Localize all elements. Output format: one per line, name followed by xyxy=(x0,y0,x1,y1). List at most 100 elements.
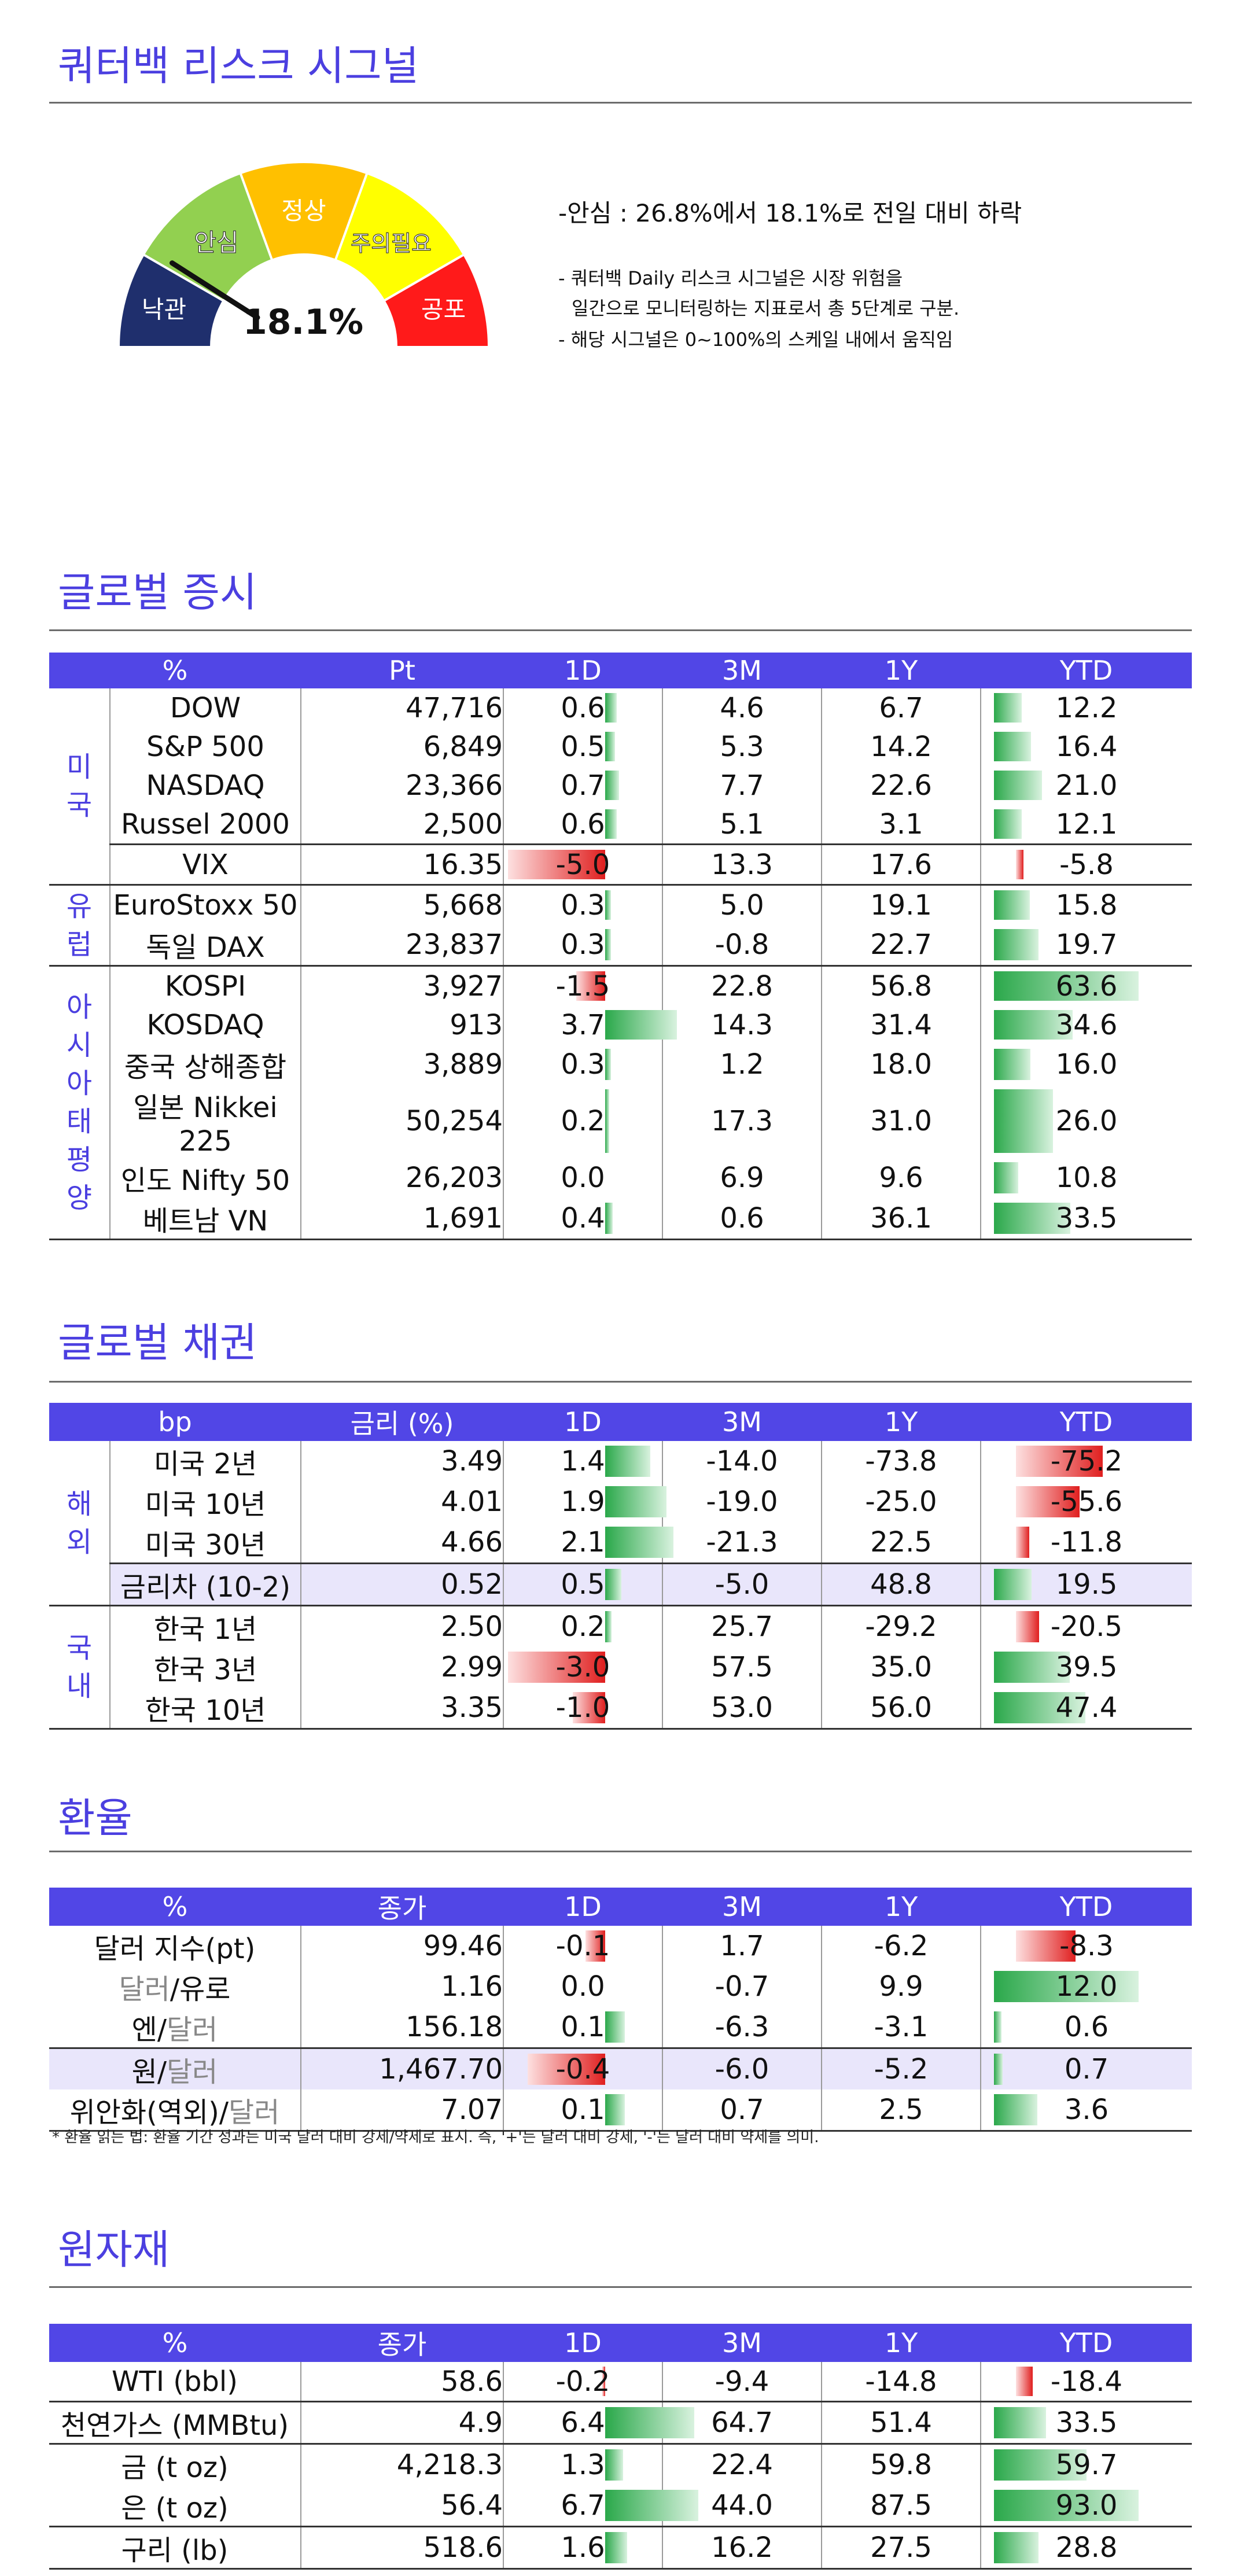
value-cell: 22.5 xyxy=(822,1522,981,1564)
table-row: 해 외 미국 2년 3.49 1.4 -14.0 -73.8 -75.2 xyxy=(49,1441,1192,1606)
table-row: 달러/유로 1.16 0.0 -0.7 9.9 12.0 xyxy=(49,1966,1192,2007)
commodities-title-rule xyxy=(49,2286,1192,2288)
value-cell: 2.99 xyxy=(301,1647,504,1687)
row-name: KOSPI xyxy=(110,965,301,1005)
value-cell: 35.0 xyxy=(822,1647,981,1687)
row-name: 인도 Nifty 50 xyxy=(110,1158,301,1198)
value-cell: -6.0 xyxy=(662,2047,822,2089)
ytd-cell: -75.2 xyxy=(981,1441,1192,1482)
value-cell: 87.5 xyxy=(822,2485,981,2527)
gauge-label: 주의필요 xyxy=(351,231,432,256)
table-row: 구리 (lb) 518.6 1.6 16.2 27.5 28.8 xyxy=(49,2526,1192,2570)
table-row: S&P 500 6,849 0.5 5.3 14.2 16.4 xyxy=(49,727,1192,766)
value-cell: 13.3 xyxy=(662,843,822,885)
value-cell: -29.2 xyxy=(822,1605,981,1647)
risk-summary: -안심 : 26.8%에서 18.1%로 전일 대비 하락 xyxy=(558,199,1022,227)
value-cell: 59.8 xyxy=(822,2443,981,2485)
positive-bar xyxy=(605,732,615,761)
row-name: KOSDAQ xyxy=(110,1005,301,1044)
value-cell: -14.8 xyxy=(822,2362,981,2402)
negative-bar xyxy=(527,2054,605,2085)
column-header: % xyxy=(49,2324,301,2362)
table-row: Russel 2000 2,500 0.6 5.1 3.1 12.1 xyxy=(49,805,1192,845)
value-cell: 9.9 xyxy=(822,1966,981,2007)
positive-bar xyxy=(605,771,619,800)
positive-bar xyxy=(994,2054,1003,2085)
value-cell: 25.7 xyxy=(662,1605,822,1647)
bar-cell: 2.1 xyxy=(503,1522,673,1564)
value-cell: 50,254 xyxy=(301,1085,504,1158)
column-header: YTD xyxy=(981,653,1192,688)
bar-cell: 0.2 xyxy=(503,1605,663,1647)
bar-cell: -5.0 xyxy=(503,843,663,885)
value-cell: 4,218.3 xyxy=(301,2443,504,2485)
ytd-cell: -55.6 xyxy=(981,1482,1192,1522)
positive-bar xyxy=(605,1569,621,1600)
value-cell: 17.3 xyxy=(662,1085,822,1158)
value-cell: 518.6 xyxy=(301,2526,504,2570)
bonds-title: 글로벌 채권 xyxy=(58,1319,257,1366)
value-cell: 56.8 xyxy=(822,965,981,1005)
value-cell: -73.8 xyxy=(822,1441,981,1482)
value-cell: 3.49 xyxy=(301,1441,504,1482)
bar-cell: 0.3 xyxy=(503,924,663,966)
column-header: 3M xyxy=(662,2324,822,2362)
row-name: S&P 500 xyxy=(110,727,301,766)
table-row: 국 내 한국 1년 2.50 0.2 25.7 -29.2 -20.5 xyxy=(49,1605,1192,1730)
column-header: YTD xyxy=(981,2324,1192,2362)
positive-bar xyxy=(605,1049,612,1080)
table-row: 엔/달러 156.18 0.1 -6.3 -3.1 0.6 xyxy=(49,2007,1192,2048)
value-cell: -21.3 xyxy=(662,1522,822,1564)
negative-bar xyxy=(1015,1527,1030,1558)
value-cell: 4.9 xyxy=(301,2401,504,2444)
value-cell: 23,366 xyxy=(301,766,504,805)
value-cell: 57.5 xyxy=(662,1647,822,1687)
table-row: 일본 Nikkei 225 50,254 0.2 17.3 31.0 26.0 xyxy=(49,1085,1192,1158)
negative-bar xyxy=(573,1692,605,1723)
negative-bar xyxy=(1015,1486,1080,1517)
value-cell: 22.7 xyxy=(822,924,981,966)
commodities-table: % 종가 1D 3M 1Y YTD WTI (bbl) 58.6 -0.2 -9.4 -14.8 -1… xyxy=(49,2324,1192,2570)
value-cell: 56.4 xyxy=(301,2485,504,2527)
ytd-cell: 39.5 xyxy=(981,1647,1192,1687)
value-cell: 99.46 xyxy=(301,1926,504,1966)
ytd-cell: 3.6 xyxy=(981,2089,1192,2132)
bar-cell: 1.4 xyxy=(503,1441,663,1482)
bar-cell: -1.5 xyxy=(503,965,663,1005)
ytd-cell: -8.3 xyxy=(981,1926,1192,1966)
bonds-table: bp 금리 (%) 1D 3M 1Y YTD 해 외 미국 2년 3.49 1.4 -14.0 -73.… xyxy=(49,1403,1192,1730)
column-header: 1Y xyxy=(822,1403,981,1441)
value-cell: 3,927 xyxy=(301,965,504,1005)
value-cell: 26,203 xyxy=(301,1158,504,1198)
value-cell: 23,837 xyxy=(301,924,504,966)
value-cell: 16.2 xyxy=(662,2526,822,2570)
risk-title-rule xyxy=(49,102,1192,104)
column-header: 1D xyxy=(503,1403,662,1441)
ytd-cell: -11.8 xyxy=(981,1522,1192,1564)
bar-cell: 0.3 xyxy=(503,884,663,924)
value-cell: 47,716 xyxy=(301,688,504,727)
ytd-cell: 16.0 xyxy=(981,1044,1192,1085)
table-row: 위안화(역외)/달러 7.07 0.1 0.7 2.5 3.6 xyxy=(49,2089,1192,2132)
positive-bar xyxy=(605,890,612,920)
positive-bar xyxy=(994,1692,1085,1723)
value-cell: 4.6 xyxy=(662,688,822,727)
row-name: 일본 Nikkei 225 xyxy=(110,1085,301,1158)
bar-cell: 1.9 xyxy=(503,1482,667,1522)
value-cell: -0.7 xyxy=(662,1966,822,2007)
table-row: NASDAQ 23,366 0.7 7.7 22.6 21.0 xyxy=(49,766,1192,805)
row-name: 미국 2년 xyxy=(110,1441,301,1482)
value-cell: 7.07 xyxy=(301,2089,504,2132)
value-cell: -14.0 xyxy=(662,1441,822,1482)
positive-bar xyxy=(994,1010,1073,1040)
ytd-cell: 63.6 xyxy=(981,965,1192,1005)
value-cell: 58.6 xyxy=(301,2362,504,2402)
fx-table: % 종가 1D 3M 1Y YTD 달러 지수(pt) 99.46 -0.1 1.7 -6.2 -8.… xyxy=(49,1888,1192,2132)
row-name: 한국 1년 xyxy=(110,1605,301,1647)
gauge-label: 공포 xyxy=(421,295,466,323)
row-name: 베트남 VN xyxy=(110,1198,301,1240)
positive-bar xyxy=(994,1203,1070,1234)
